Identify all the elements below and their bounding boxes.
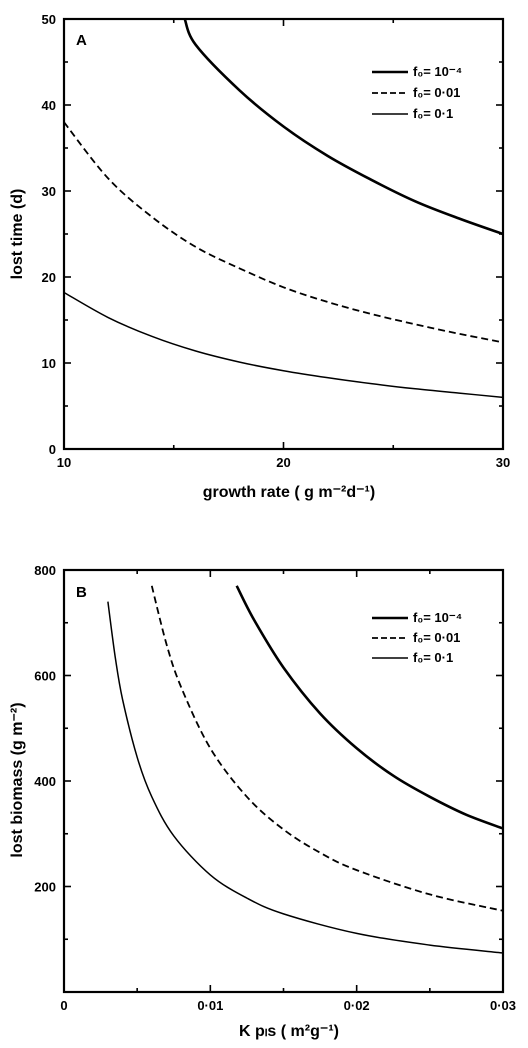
series-line-3 bbox=[107, 601, 503, 954]
x-tick-label: 0·01 bbox=[197, 998, 223, 1013]
series-group bbox=[64, 19, 503, 399]
x-tick-label: 30 bbox=[496, 455, 510, 470]
x-tick-label: 0 bbox=[60, 998, 67, 1013]
y-tick-label: 20 bbox=[42, 270, 56, 285]
x-tick-label: 0·02 bbox=[344, 998, 370, 1013]
series-line-1 bbox=[235, 585, 503, 830]
series-line-2 bbox=[150, 585, 503, 912]
x-axis-label: K pₗs ( m²g⁻¹) bbox=[239, 1023, 339, 1040]
x-tick-label: 10 bbox=[57, 455, 71, 470]
x-tick-label: 20 bbox=[276, 455, 290, 470]
y-axis-label: lost biomass (g m⁻²) bbox=[9, 702, 26, 857]
y-tick-label: 0 bbox=[49, 442, 56, 457]
x-tick-label: 0·03 bbox=[490, 998, 516, 1013]
series-line-3 bbox=[64, 291, 503, 399]
y-tick-label: 30 bbox=[42, 184, 56, 199]
y-tick-label: 50 bbox=[42, 12, 56, 27]
y-tick-label: 40 bbox=[42, 98, 56, 113]
panel-letter: B bbox=[76, 584, 87, 601]
legend-label-2: f₀= 0·01 bbox=[413, 85, 460, 100]
y-tick-label: 400 bbox=[34, 774, 56, 789]
series-line-2 bbox=[64, 121, 503, 344]
chart-panel-b: 0 0·01 0·02 0·03 200 400 600 800 K pₗs ( m²g⁻¹) l… bbox=[9, 563, 516, 1040]
legend-label-2: f₀= 0·01 bbox=[413, 630, 460, 645]
series-group bbox=[107, 585, 503, 954]
legend-label-3: f₀= 0·1 bbox=[413, 650, 453, 665]
y-tick-label: 200 bbox=[34, 880, 56, 895]
y-tick-label: 800 bbox=[34, 563, 56, 578]
series-line-1 bbox=[183, 19, 503, 236]
y-tick-label: 10 bbox=[42, 356, 56, 371]
y-tick-label: 600 bbox=[34, 669, 56, 684]
plot-frame bbox=[62, 17, 505, 451]
x-axis-label: growth rate ( g m⁻²d⁻¹) bbox=[203, 484, 375, 501]
legend-label-1: f₀= 10⁻⁴ bbox=[413, 64, 462, 79]
legend-label-3: f₀= 0·1 bbox=[413, 106, 453, 121]
panel-letter: A bbox=[76, 32, 87, 49]
legend-label-1: f₀= 10⁻⁴ bbox=[413, 610, 462, 625]
y-axis-label: lost time (d) bbox=[9, 189, 26, 280]
